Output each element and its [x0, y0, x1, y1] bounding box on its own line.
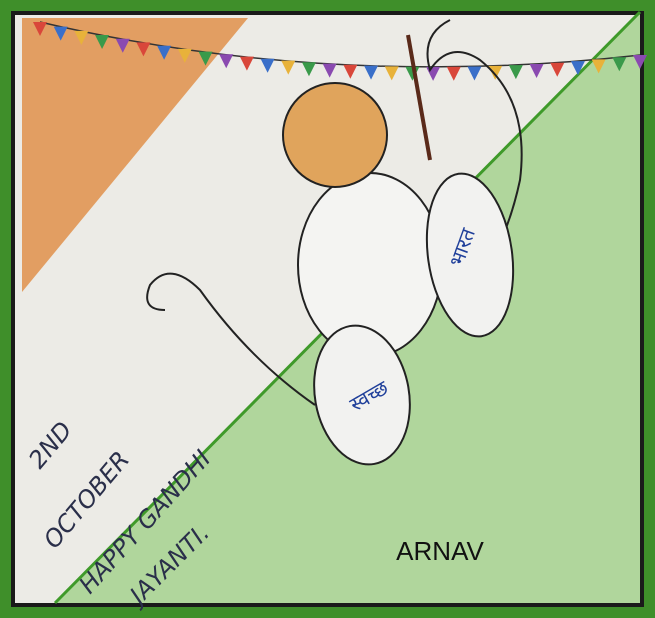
head — [283, 83, 387, 187]
caption: ARNAV — [396, 536, 484, 566]
photo: स्वच्छ भारत 2ND OCTOBER HAPPY GANDHI JAY… — [0, 0, 655, 618]
